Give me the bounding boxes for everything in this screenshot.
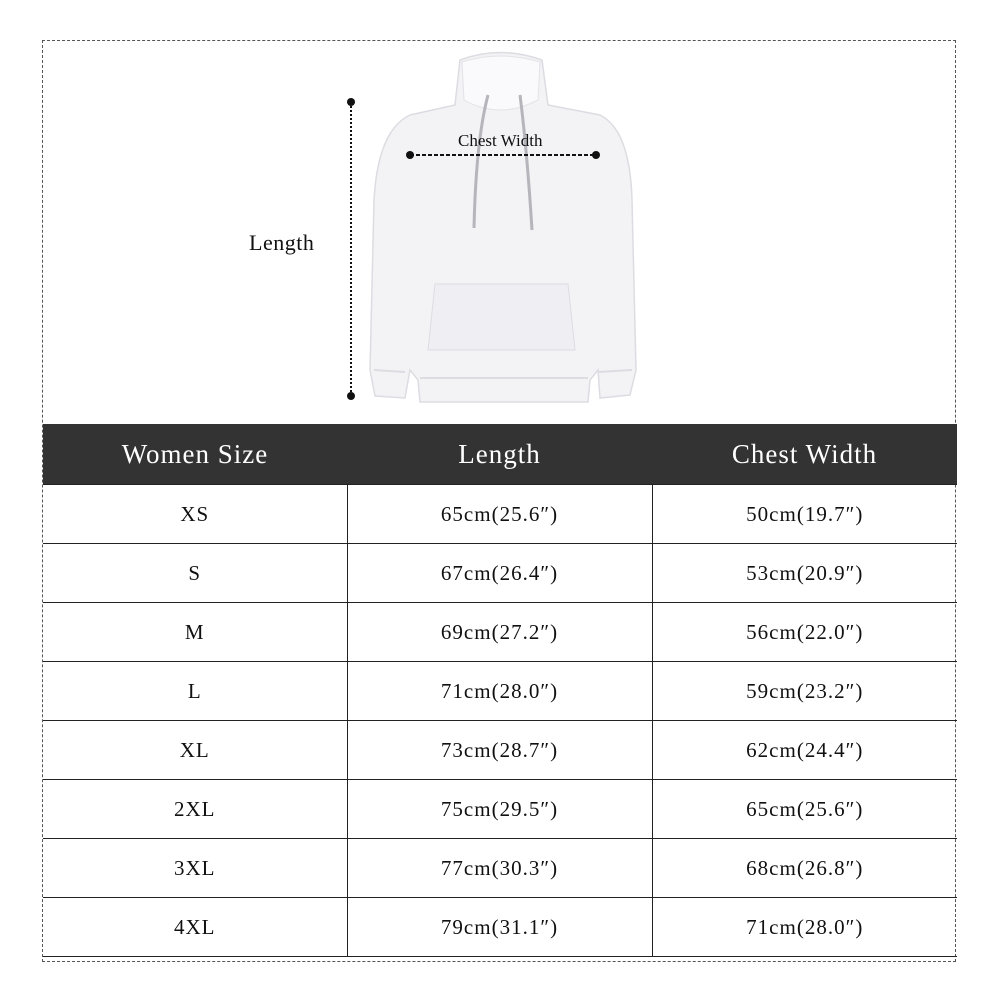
cell-length: 69cm(27.2″) (346, 602, 653, 662)
cell-length: 71cm(28.0″) (346, 661, 653, 721)
cell-size: 2XL (43, 779, 348, 839)
cell-length: 67cm(26.4″) (346, 543, 653, 603)
table-row: S 67cm(26.4″) 53cm(20.9″) (43, 543, 957, 603)
cell-chest-width: 59cm(23.2″) (651, 661, 957, 721)
cell-chest-width: 71cm(28.0″) (651, 897, 957, 957)
cell-length: 77cm(30.3″) (346, 838, 653, 898)
cell-size: XS (43, 484, 348, 544)
table-header-row: Women Size Length Chest Width (43, 424, 957, 485)
length-label: Length (249, 230, 315, 255)
length-measure-line (347, 98, 355, 400)
size-table: Women Size Length Chest Width XS 65cm(25.… (43, 424, 957, 957)
cell-size: M (43, 602, 348, 662)
table-row: M 69cm(27.2″) 56cm(22.0″) (43, 602, 957, 662)
cell-chest-width: 53cm(20.9″) (651, 543, 957, 603)
cell-length: 65cm(25.6″) (346, 484, 653, 544)
cell-size: 4XL (43, 897, 348, 957)
chest-measure-line (406, 151, 600, 159)
cell-size: S (43, 543, 348, 603)
header-length: Length (347, 424, 652, 485)
cell-chest-width: 56cm(22.0″) (651, 602, 957, 662)
table-row: 4XL 79cm(31.1″) 71cm(28.0″) (43, 897, 957, 957)
header-size: Women Size (43, 424, 347, 485)
table-row: XL 73cm(28.7″) 62cm(24.4″) (43, 720, 957, 780)
cell-size: 3XL (43, 838, 348, 898)
table-row: 2XL 75cm(29.5″) 65cm(25.6″) (43, 779, 957, 839)
table-row: XS 65cm(25.6″) 50cm(19.7″) (43, 484, 957, 544)
cell-chest-width: 62cm(24.4″) (651, 720, 957, 780)
hoodie-image (369, 51, 637, 403)
table-row: L 71cm(28.0″) 59cm(23.2″) (43, 661, 957, 721)
cell-length: 75cm(29.5″) (346, 779, 653, 839)
cell-chest-width: 50cm(19.7″) (651, 484, 957, 544)
header-chest-width: Chest Width (652, 424, 957, 485)
chest-width-label: Chest Width (458, 131, 543, 150)
cell-size: XL (43, 720, 348, 780)
cell-chest-width: 68cm(26.8″) (651, 838, 957, 898)
cell-chest-width: 65cm(25.6″) (651, 779, 957, 839)
cell-length: 73cm(28.7″) (346, 720, 653, 780)
table-row: 3XL 77cm(30.3″) 68cm(26.8″) (43, 838, 957, 898)
cell-size: L (43, 661, 348, 721)
hoodie-illustration (347, 51, 637, 403)
cell-length: 79cm(31.1″) (346, 897, 653, 957)
